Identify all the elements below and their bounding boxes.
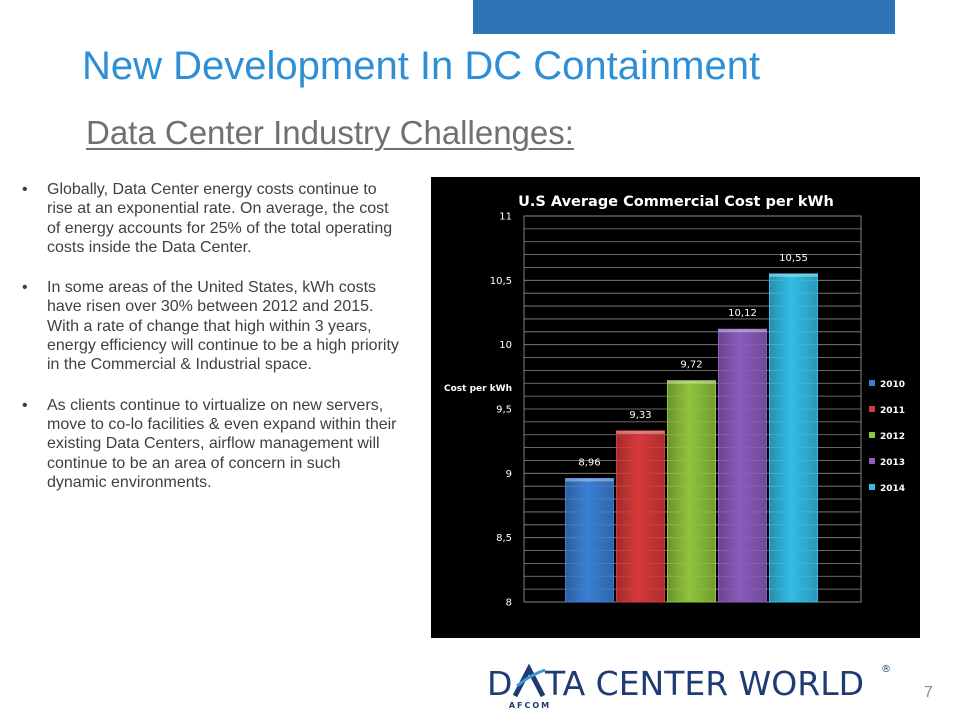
data-label: 9,72 bbox=[680, 360, 702, 371]
bullet-marker: • bbox=[22, 279, 28, 297]
data-label: 8,96 bbox=[578, 457, 600, 468]
bullet-marker: • bbox=[22, 396, 28, 414]
bar-highlight bbox=[616, 430, 665, 434]
bullet-text: Globally, Data Center energy costs conti… bbox=[47, 181, 393, 256]
data-label: 10,12 bbox=[728, 308, 757, 319]
y-tick-label: 9,5 bbox=[496, 405, 512, 416]
bullet-marker: • bbox=[22, 181, 28, 198]
chart-bars: 8,96 9,33 9,72 10,12 10,55 bbox=[565, 253, 818, 603]
bullet-text: As clients continue to virtualize on new… bbox=[47, 396, 397, 491]
chart-svg: U.S Average Commercial Cost per kWh Cost… bbox=[444, 194, 905, 609]
legend-swatch bbox=[869, 432, 875, 438]
bullet-item: • As clients continue to virtualize on n… bbox=[22, 396, 402, 492]
legend-label: 2013 bbox=[880, 458, 905, 468]
legend-swatch bbox=[869, 380, 875, 386]
legend-label: 2014 bbox=[880, 484, 905, 494]
logo-tagline: AFCOM bbox=[509, 701, 551, 710]
bar-2011 bbox=[616, 430, 665, 603]
bullet-item: • Globally, Data Center energy costs con… bbox=[22, 180, 402, 257]
bar-highlight bbox=[718, 329, 767, 333]
bar-2010 bbox=[565, 477, 614, 603]
logo-text-right: TA CENTER WORLD bbox=[544, 664, 864, 703]
slide-subtitle: Data Center Industry Challenges: bbox=[86, 114, 574, 151]
legend-swatch bbox=[869, 406, 875, 412]
legend-label: 2010 bbox=[880, 380, 905, 390]
legend-swatch bbox=[869, 484, 875, 490]
y-tick-label: 8 bbox=[506, 598, 512, 609]
logo-text-left: D bbox=[487, 664, 512, 703]
cost-chart: U.S Average Commercial Cost per kWh Cost… bbox=[431, 177, 920, 638]
bar-2012 bbox=[667, 380, 716, 603]
bar-highlight bbox=[667, 380, 716, 384]
bullet-text: In some areas of the United States, kWh … bbox=[47, 279, 399, 374]
legend-label: 2011 bbox=[880, 406, 905, 416]
chart-ylabel: Cost per kWh bbox=[444, 384, 512, 394]
bar-highlight bbox=[769, 273, 818, 277]
bullet-item: • In some areas of the United States, kW… bbox=[22, 278, 402, 374]
y-tick-label: 10 bbox=[499, 340, 512, 351]
y-tick-label: 9 bbox=[506, 469, 512, 480]
bullet-list: • Globally, Data Center energy costs con… bbox=[22, 180, 402, 513]
logo-a-mark-icon bbox=[512, 663, 546, 698]
data-center-world-logo: D TA CENTER WORLD ® AFCOM bbox=[487, 663, 891, 710]
legend-label: 2012 bbox=[880, 432, 905, 442]
bar-highlight bbox=[565, 478, 614, 482]
chart-y-ticks: 8 8,5 9 9,5 10 10,5 11 bbox=[490, 212, 512, 609]
data-label: 10,55 bbox=[779, 253, 808, 264]
y-tick-label: 11 bbox=[499, 212, 512, 223]
header-accent-bar bbox=[473, 0, 895, 34]
slide-title: New Development In DC Containment bbox=[82, 44, 761, 88]
bar-2013 bbox=[718, 328, 767, 603]
y-tick-label: 10,5 bbox=[490, 276, 512, 287]
logo-registered-mark: ® bbox=[881, 664, 891, 675]
bar-2014 bbox=[769, 273, 818, 603]
y-tick-label: 8,5 bbox=[496, 533, 512, 544]
chart-legend: 2010 2011 2012 2013 2014 bbox=[869, 380, 905, 494]
data-label: 9,33 bbox=[629, 410, 651, 421]
page-number: 7 bbox=[924, 684, 933, 701]
chart-title: U.S Average Commercial Cost per kWh bbox=[518, 194, 834, 210]
legend-swatch bbox=[869, 458, 875, 464]
